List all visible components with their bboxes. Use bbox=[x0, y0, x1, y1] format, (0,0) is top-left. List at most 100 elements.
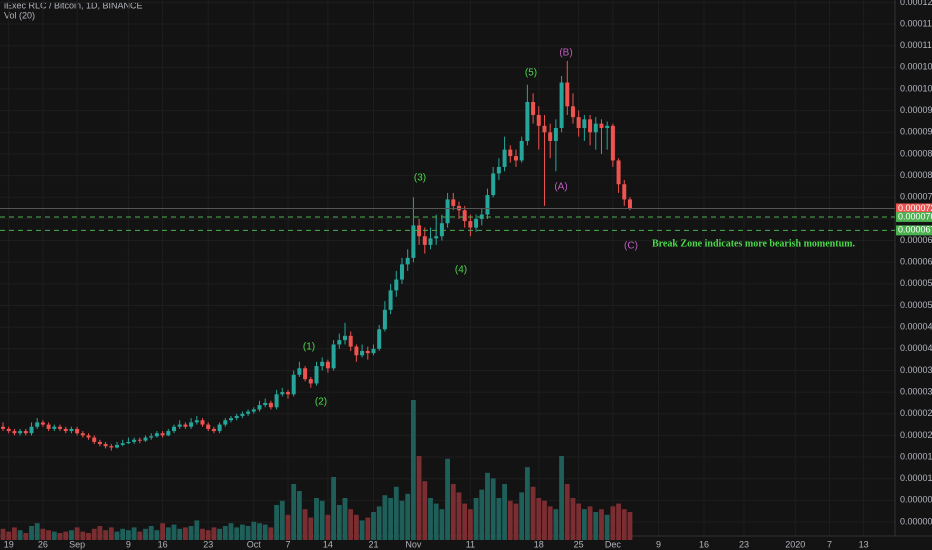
y-tick-label: 0.00009000 bbox=[900, 127, 932, 137]
candle-body bbox=[52, 426, 57, 429]
volume-bar bbox=[388, 498, 393, 540]
volume-bar bbox=[97, 526, 103, 540]
y-tick-label: 0.00000000 bbox=[900, 516, 932, 526]
volume-bar bbox=[120, 528, 126, 540]
candle-body bbox=[513, 156, 518, 161]
chart-subtitle: Vol (20) bbox=[4, 10, 35, 20]
volume-bar bbox=[160, 523, 166, 540]
candle-body bbox=[137, 439, 142, 441]
candle-body bbox=[599, 123, 604, 128]
annotation: (3) bbox=[414, 173, 426, 184]
candle-body bbox=[194, 420, 199, 423]
candle-body bbox=[189, 422, 194, 427]
candle-body bbox=[394, 279, 399, 291]
volume-bar bbox=[69, 530, 74, 540]
volume-bar bbox=[302, 509, 308, 540]
volume-bar bbox=[108, 527, 114, 540]
x-tick-label: Oct bbox=[247, 539, 262, 549]
volume-bar bbox=[485, 472, 490, 540]
candle-body bbox=[320, 361, 325, 367]
volume-bar bbox=[382, 495, 388, 540]
candle-body bbox=[417, 225, 422, 237]
y-tick-label: 0.00008500 bbox=[900, 148, 932, 158]
x-tick-label: 21 bbox=[368, 539, 378, 549]
candle-body bbox=[23, 431, 28, 434]
volume-bar bbox=[103, 530, 109, 540]
volume-bar bbox=[450, 484, 456, 540]
candle-body bbox=[149, 436, 154, 438]
candle-body bbox=[80, 433, 85, 436]
y-tick-label: 0.00003500 bbox=[900, 365, 932, 375]
volume-bar bbox=[559, 456, 564, 540]
annotation: (4) bbox=[455, 265, 467, 276]
volume-bar bbox=[616, 503, 621, 540]
candle-body bbox=[120, 443, 125, 445]
x-tick-label: 11 bbox=[466, 539, 475, 549]
candle-body bbox=[217, 424, 222, 432]
chart-title: iExec RLC / Bitcoin, 1D, BINANCE bbox=[4, 0, 143, 10]
candle-body bbox=[297, 368, 302, 375]
x-tick-label: 23 bbox=[739, 539, 749, 549]
volume-bar bbox=[325, 514, 331, 540]
volume-bar bbox=[359, 520, 365, 540]
candle-body bbox=[576, 117, 581, 128]
volume-bar bbox=[530, 486, 536, 540]
candle-body bbox=[143, 437, 148, 441]
volume-bar bbox=[467, 509, 473, 540]
candle-body bbox=[291, 374, 296, 395]
volume-bar bbox=[131, 527, 137, 540]
x-tick-label: 9 bbox=[126, 539, 131, 549]
y-tick-label: 0.00006500 bbox=[900, 235, 932, 245]
candle-body bbox=[434, 236, 439, 239]
volume-bar bbox=[86, 533, 91, 540]
volume-bar bbox=[627, 512, 633, 540]
volume-bar bbox=[171, 524, 177, 540]
volume-bar bbox=[257, 523, 262, 540]
candle-body bbox=[86, 435, 91, 438]
candle-body bbox=[200, 420, 205, 425]
candle-body bbox=[462, 210, 467, 222]
candle-body bbox=[172, 426, 177, 432]
volume-bar bbox=[445, 458, 450, 540]
volume-bar bbox=[365, 517, 371, 540]
y-tick-label: 0.00002500 bbox=[900, 408, 932, 418]
x-tick-label: 26 bbox=[38, 539, 48, 549]
volume-bar bbox=[268, 527, 274, 540]
price-label: 0.00006735 bbox=[898, 225, 932, 235]
candle-body bbox=[354, 346, 359, 356]
candle-body bbox=[223, 420, 228, 425]
volume-bar bbox=[6, 531, 12, 540]
candle-body bbox=[536, 114, 541, 126]
x-tick-label: 16 bbox=[158, 539, 168, 549]
volume-bar bbox=[137, 531, 143, 540]
candle-body bbox=[263, 402, 268, 406]
volume-bar bbox=[228, 523, 234, 540]
volume-bar bbox=[416, 456, 422, 540]
candle-body bbox=[211, 428, 216, 432]
candle-body bbox=[553, 127, 558, 141]
candle-body bbox=[565, 82, 570, 107]
candle-body bbox=[365, 350, 370, 354]
volume-bar bbox=[422, 481, 428, 540]
candle-body bbox=[377, 329, 382, 349]
candle-body bbox=[246, 411, 251, 414]
volume-bar bbox=[240, 524, 245, 540]
volume-bar bbox=[342, 498, 348, 540]
candle-body bbox=[40, 422, 45, 425]
candle-body bbox=[331, 344, 336, 369]
candle-body bbox=[240, 413, 245, 416]
volume-bar bbox=[610, 506, 616, 540]
volume-bar bbox=[553, 509, 559, 540]
volume-bar bbox=[262, 524, 268, 540]
candle-body bbox=[468, 221, 473, 228]
candle-body bbox=[622, 184, 627, 200]
y-tick-label: 0.00006000 bbox=[900, 257, 932, 267]
candle-body bbox=[337, 340, 342, 345]
y-tick-label: 0.00010500 bbox=[900, 62, 932, 72]
volume-bar bbox=[314, 498, 319, 540]
x-tick-label: 7 bbox=[285, 539, 290, 549]
volume-bar bbox=[399, 500, 405, 540]
y-tick-label: 0.00011000 bbox=[900, 40, 932, 50]
